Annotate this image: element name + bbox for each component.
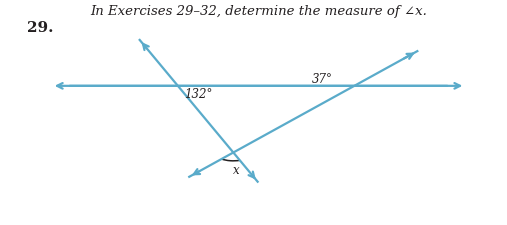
Text: 29.: 29.	[26, 22, 53, 36]
Text: 132°: 132°	[184, 88, 212, 101]
Text: x: x	[233, 164, 239, 177]
Text: In Exercises 29–32, determine the measure of ∠x.: In Exercises 29–32, determine the measur…	[90, 5, 427, 18]
Text: 37°: 37°	[311, 73, 333, 86]
